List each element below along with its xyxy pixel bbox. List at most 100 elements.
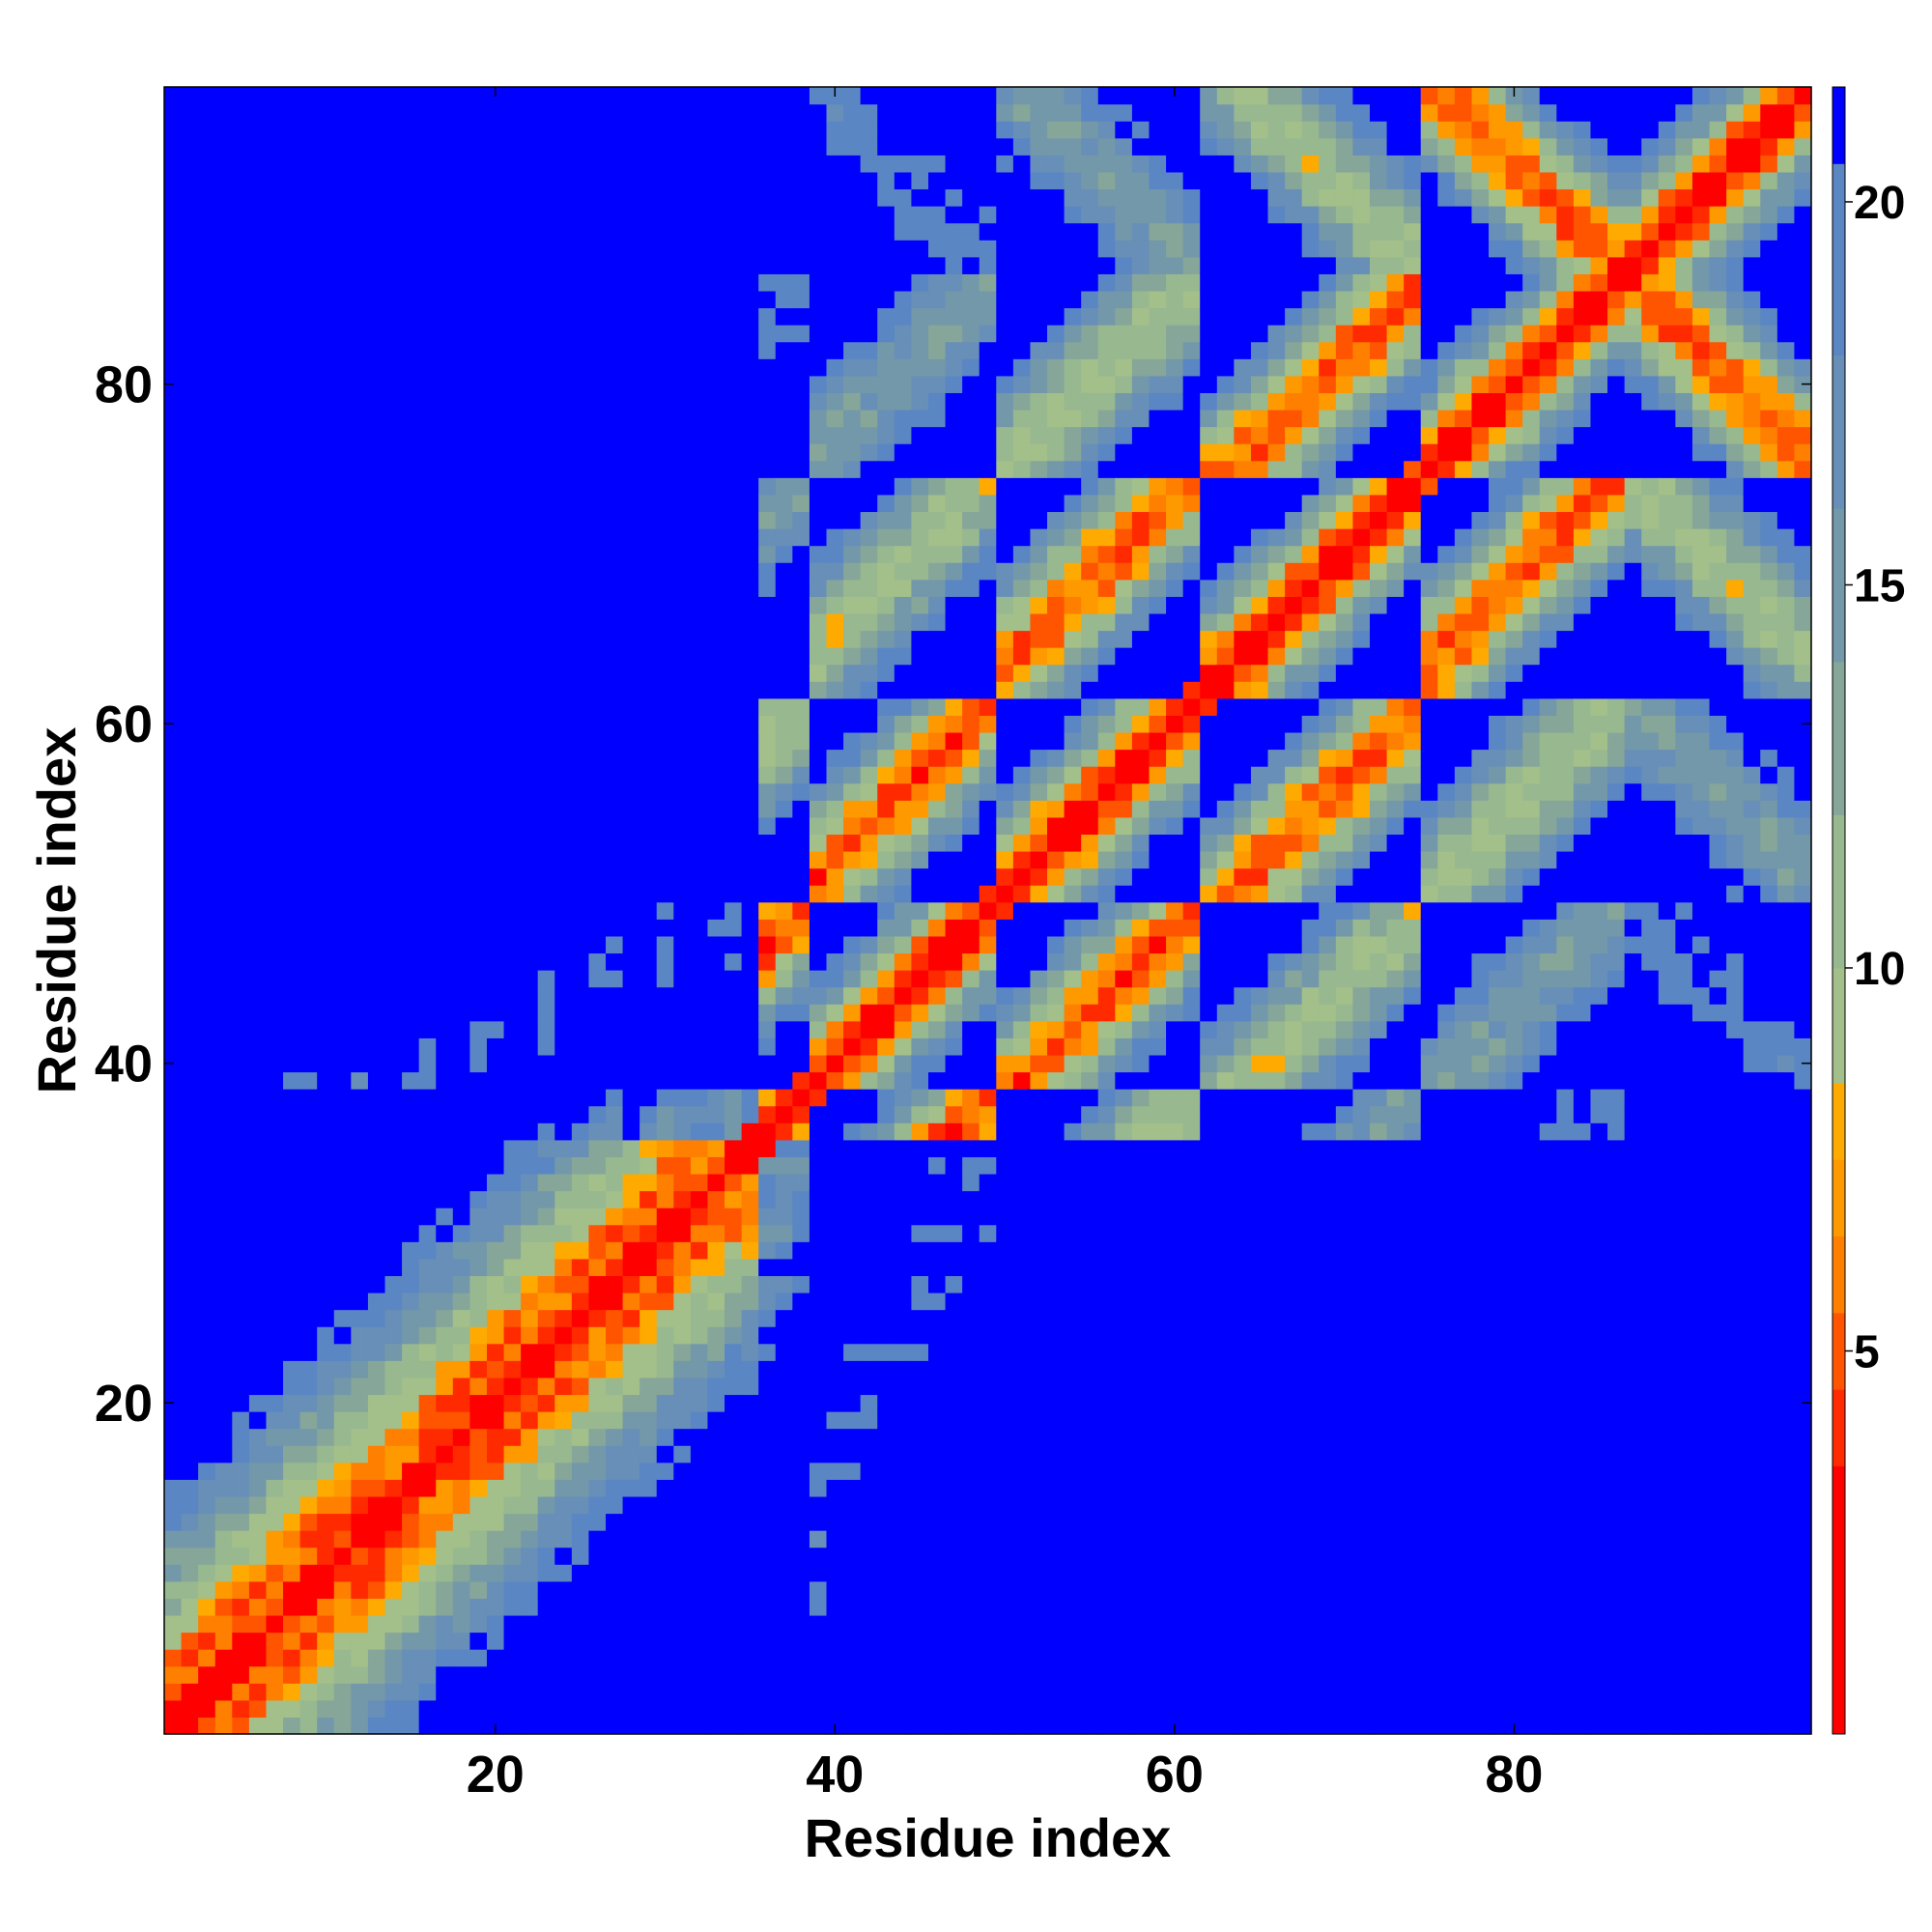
heatmap-cell bbox=[758, 1717, 777, 1735]
heatmap-cell bbox=[266, 1411, 284, 1430]
heatmap-cell bbox=[248, 206, 268, 224]
heatmap-cell bbox=[266, 171, 284, 190]
heatmap-cell bbox=[826, 885, 844, 903]
heatmap-cell bbox=[571, 121, 590, 139]
heatmap-cell bbox=[996, 426, 1014, 444]
heatmap-cell bbox=[843, 731, 862, 751]
heatmap-cell bbox=[962, 579, 980, 597]
heatmap-cell bbox=[198, 1105, 216, 1123]
heatmap-cell bbox=[537, 511, 555, 529]
heatmap-cell bbox=[1012, 1649, 1032, 1667]
heatmap-cell bbox=[775, 171, 793, 190]
heatmap-cell bbox=[521, 206, 539, 224]
heatmap-cell bbox=[945, 935, 963, 954]
heatmap-cell bbox=[266, 358, 284, 377]
heatmap-cell bbox=[333, 494, 352, 513]
heatmap-cell bbox=[673, 1326, 692, 1345]
heatmap-cell bbox=[164, 766, 183, 784]
heatmap-cell bbox=[367, 579, 386, 597]
heatmap-cell bbox=[402, 1411, 420, 1430]
heatmap-cell bbox=[351, 1665, 369, 1684]
heatmap-cell bbox=[622, 1411, 640, 1430]
heatmap-cell bbox=[877, 511, 895, 529]
heatmap-cell bbox=[317, 1699, 335, 1719]
heatmap-cell bbox=[317, 664, 335, 682]
heatmap-cell bbox=[214, 1241, 233, 1260]
heatmap-cell bbox=[299, 1614, 318, 1634]
heatmap-cell bbox=[181, 850, 199, 869]
heatmap-cell bbox=[571, 1580, 590, 1599]
heatmap-cell bbox=[214, 545, 233, 563]
heatmap-cell bbox=[775, 731, 793, 751]
heatmap-cell bbox=[436, 952, 454, 971]
heatmap-cell bbox=[707, 341, 725, 359]
heatmap-cell bbox=[537, 375, 555, 393]
heatmap-cell bbox=[962, 1139, 980, 1157]
heatmap-cell bbox=[911, 290, 929, 309]
heatmap-cell bbox=[402, 834, 420, 852]
heatmap-cell bbox=[181, 1309, 199, 1327]
heatmap-cell bbox=[673, 1360, 692, 1378]
heatmap-cell bbox=[792, 1309, 810, 1327]
heatmap-cell bbox=[283, 800, 301, 818]
heatmap-cell bbox=[521, 1122, 539, 1141]
heatmap-cell bbox=[164, 612, 183, 632]
heatmap-cell bbox=[843, 103, 862, 122]
heatmap-cell bbox=[707, 596, 725, 614]
heatmap-cell bbox=[606, 715, 624, 733]
heatmap-cell bbox=[317, 647, 335, 666]
heatmap-cell bbox=[283, 715, 301, 733]
heatmap-cell bbox=[1012, 460, 1032, 478]
heatmap-cell bbox=[927, 850, 947, 869]
heatmap-cell bbox=[792, 222, 810, 241]
heatmap-cell bbox=[927, 579, 947, 597]
heatmap-cell bbox=[775, 1258, 793, 1277]
heatmap-cell bbox=[927, 273, 947, 292]
heatmap-cell bbox=[724, 697, 743, 716]
heatmap-cell bbox=[945, 375, 963, 393]
heatmap-cell bbox=[911, 87, 929, 105]
heatmap-cell bbox=[877, 188, 895, 207]
heatmap-cell bbox=[351, 1495, 369, 1515]
heatmap-cell bbox=[283, 222, 301, 241]
heatmap-cell bbox=[486, 919, 505, 937]
heatmap-cell bbox=[333, 901, 352, 920]
heatmap-cell bbox=[758, 1020, 777, 1038]
heatmap-cell bbox=[503, 715, 522, 733]
heatmap-cell bbox=[266, 1173, 284, 1192]
heatmap-cell bbox=[911, 681, 929, 699]
heatmap-cell bbox=[283, 1309, 301, 1327]
heatmap-cell bbox=[198, 1530, 216, 1548]
heatmap-cell bbox=[503, 460, 522, 478]
heatmap-cell bbox=[826, 1580, 844, 1599]
heatmap-cell bbox=[792, 443, 810, 462]
heatmap-cell bbox=[1012, 1360, 1032, 1378]
heatmap-cell bbox=[214, 341, 233, 359]
heatmap-cell bbox=[537, 1241, 555, 1260]
heatmap-cell bbox=[945, 1275, 963, 1293]
heatmap-cell bbox=[606, 664, 624, 682]
heatmap-cell bbox=[351, 935, 369, 954]
heatmap-cell bbox=[877, 307, 895, 326]
heatmap-cell bbox=[741, 1122, 759, 1141]
heatmap-cell bbox=[214, 850, 233, 869]
heatmap-cell bbox=[571, 545, 590, 563]
heatmap-cell bbox=[164, 1479, 183, 1497]
heatmap-cell bbox=[486, 1190, 505, 1208]
heatmap-cell bbox=[860, 1071, 878, 1090]
heatmap-cell bbox=[299, 1122, 318, 1141]
heatmap-cell bbox=[452, 1326, 470, 1345]
heatmap-cell bbox=[469, 1326, 488, 1345]
heatmap-cell bbox=[333, 1360, 352, 1378]
heatmap-cell bbox=[690, 935, 709, 954]
heatmap-cell bbox=[503, 222, 522, 241]
heatmap-cell bbox=[927, 1564, 947, 1582]
heatmap-cell bbox=[351, 1275, 369, 1293]
heatmap-cell bbox=[775, 1598, 793, 1616]
heatmap-cell bbox=[606, 103, 624, 122]
heatmap-cell bbox=[367, 358, 386, 377]
heatmap-cell bbox=[452, 1564, 470, 1582]
heatmap-cell bbox=[351, 867, 369, 886]
heatmap-cell bbox=[962, 885, 980, 903]
heatmap-cell bbox=[486, 1208, 505, 1226]
